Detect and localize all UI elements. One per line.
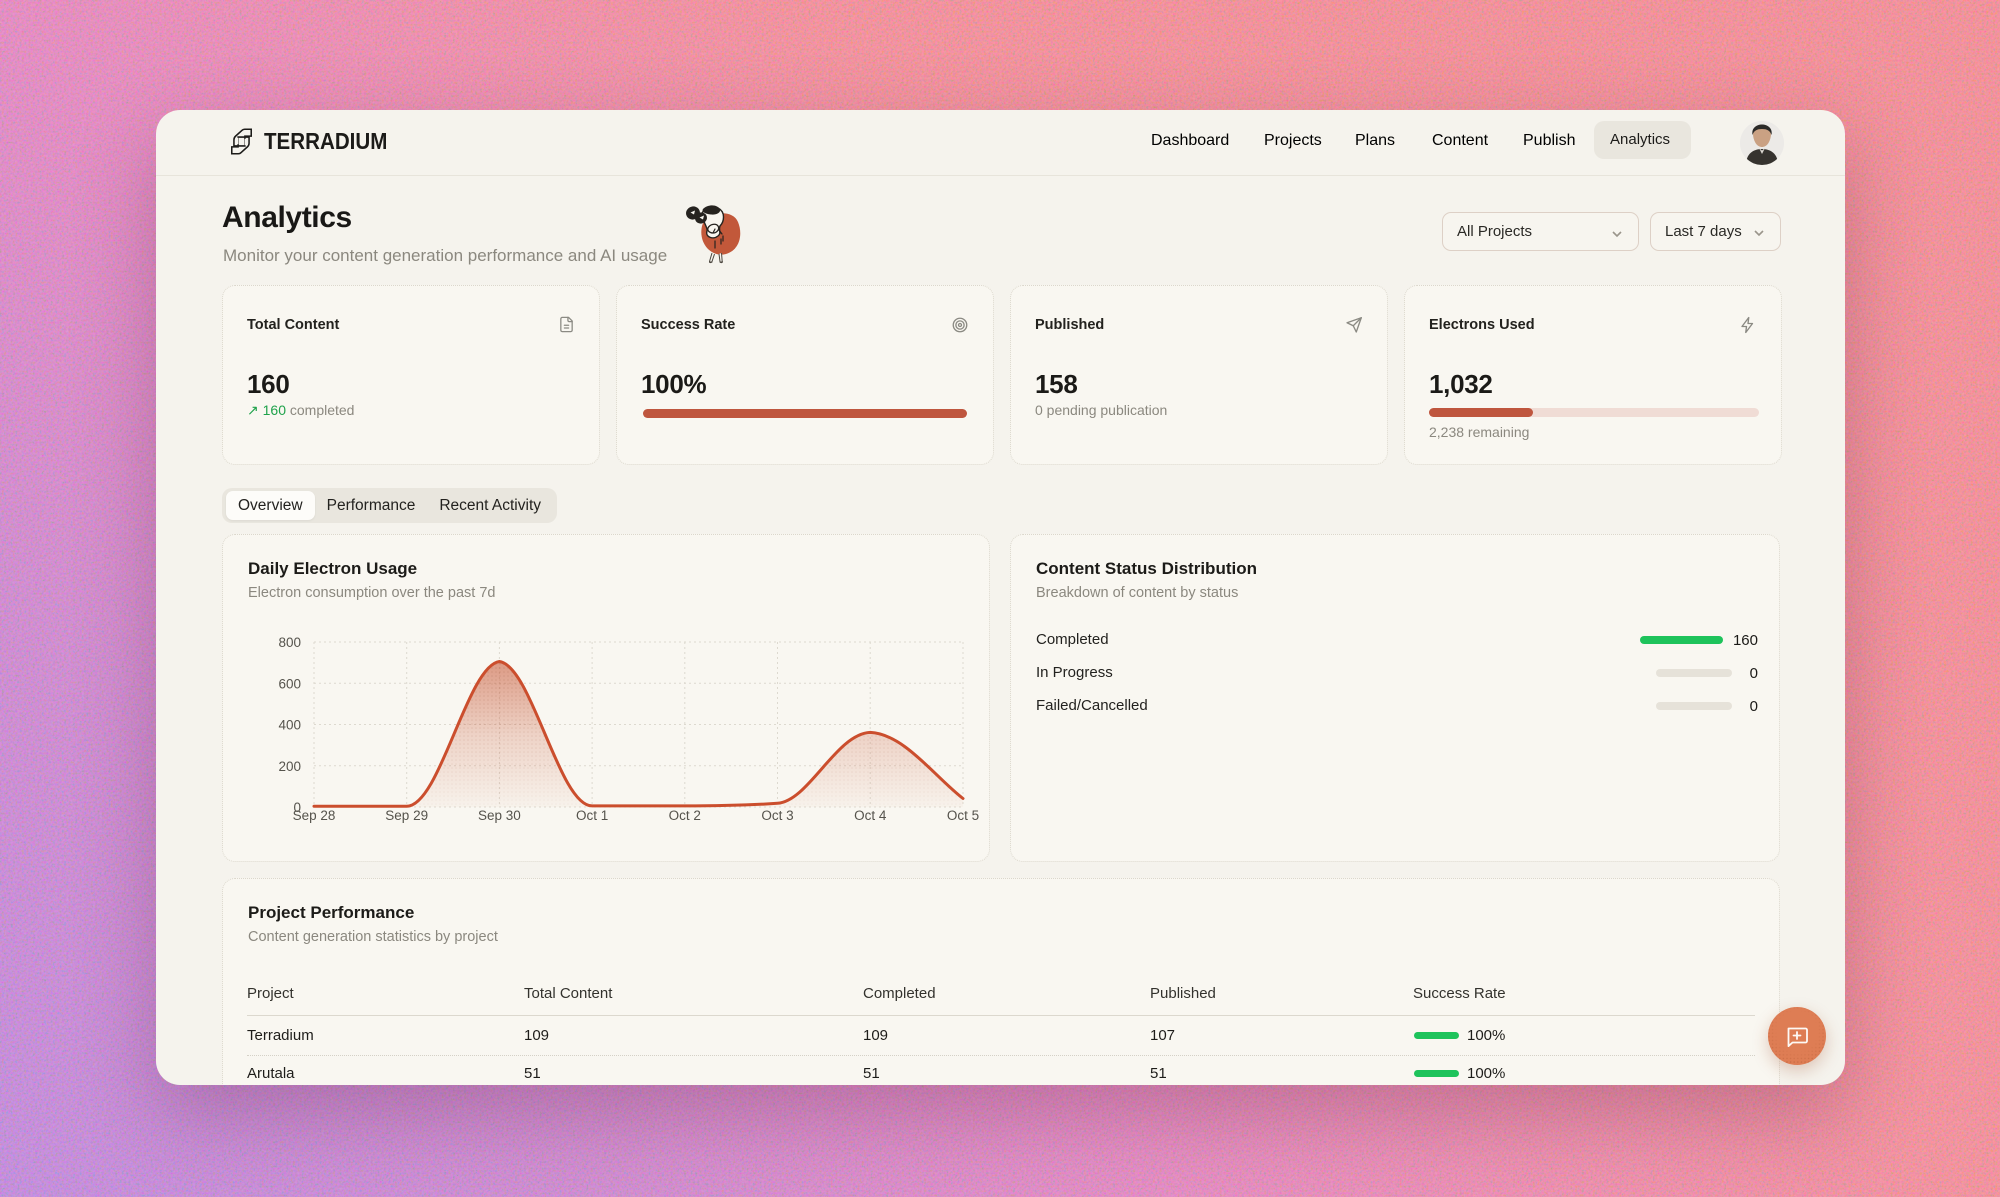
svg-text:0: 0 [293, 800, 301, 815]
svg-text:Oct 4: Oct 4 [854, 808, 887, 823]
svg-text:800: 800 [278, 635, 301, 650]
svg-text:Oct 1: Oct 1 [576, 808, 608, 823]
svg-text:Oct 5: Oct 5 [947, 808, 979, 823]
svg-text:Sep 29: Sep 29 [385, 808, 428, 823]
svg-text:Sep 28: Sep 28 [293, 808, 336, 823]
svg-text:Oct 2: Oct 2 [669, 808, 701, 823]
svg-text:Sep 30: Sep 30 [478, 808, 521, 823]
svg-text:400: 400 [278, 718, 301, 733]
svg-text:Oct 3: Oct 3 [761, 808, 793, 823]
svg-text:200: 200 [278, 759, 301, 774]
svg-text:600: 600 [278, 676, 301, 691]
